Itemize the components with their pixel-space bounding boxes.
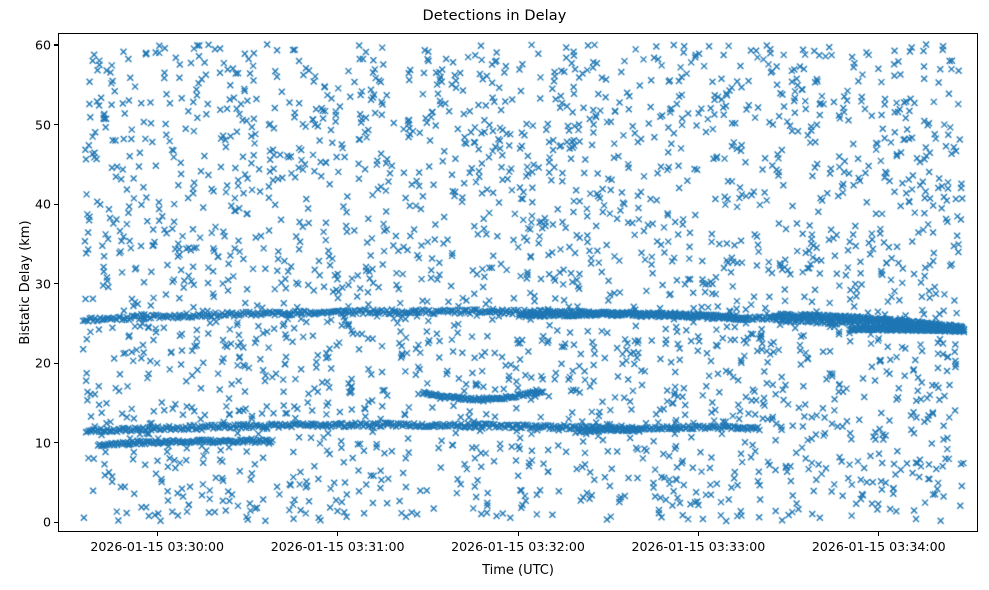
y-tick-mark: [54, 44, 58, 46]
y-tick-label: 10: [34, 435, 51, 451]
scatter-plot-canvas: [59, 34, 977, 531]
y-tick-mark: [54, 203, 58, 205]
y-tick-mark: [54, 362, 58, 364]
page-title: Detections in Delay: [422, 8, 567, 24]
x-tick-label: 2026-01-15 03:34:00: [811, 539, 946, 554]
y-tick-mark: [54, 521, 58, 524]
x-axis-label: Time (UTC): [482, 563, 554, 578]
x-tick-mark: [878, 532, 880, 536]
x-tick-label: 2026-01-15 03:33:00: [631, 539, 766, 554]
x-tick-label: 2026-01-15 03:31:00: [270, 539, 405, 554]
plot-area: [58, 33, 978, 532]
y-tick-mark: [54, 283, 58, 285]
x-tick-label: 2026-01-15 03:30:00: [90, 539, 225, 554]
y-tick-mark: [54, 124, 58, 126]
y-tick-label: 60: [34, 37, 51, 53]
y-tick-mark: [54, 442, 58, 444]
y-tick-label: 50: [34, 117, 51, 133]
y-tick-label: 0: [42, 514, 51, 530]
y-tick-label: 20: [34, 355, 51, 371]
y-tick-label: 30: [34, 276, 51, 292]
x-tick-mark: [337, 532, 339, 536]
x-tick-mark: [156, 532, 158, 536]
y-axis-label: Bistatic Delay (km): [18, 220, 33, 345]
y-tick-label: 40: [34, 196, 51, 212]
x-tick-mark: [517, 532, 519, 536]
x-tick-label: 2026-01-15 03:32:00: [451, 539, 585, 554]
x-tick-mark: [697, 532, 699, 536]
